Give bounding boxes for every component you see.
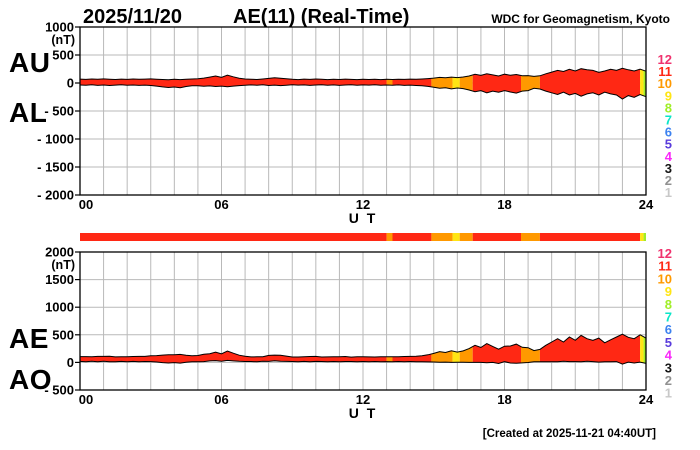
al-envelope-line (79, 84, 647, 100)
station-count-legend-label: 11 (658, 259, 672, 274)
stations-bar-segment (521, 233, 540, 241)
x-tick-label: 18 (497, 197, 511, 212)
band-segment (386, 356, 393, 362)
y-tick-label: 500 (52, 48, 74, 63)
station-count-legend-label: 9 (665, 88, 672, 103)
band-segment (640, 334, 644, 363)
stations-bar-segment (539, 233, 641, 241)
ao-series-label: AO (9, 364, 52, 395)
band-segment (80, 75, 387, 88)
x-tick-label: 24 (639, 392, 654, 407)
stations-bar-segment (643, 233, 646, 241)
y-tick-label: - 1500 (37, 160, 74, 175)
created-timestamp: [Created at 2025-11-21 04:40UT] (482, 428, 656, 440)
station-count-legend-label: 3 (665, 161, 672, 176)
source-label: WDC for Geomagnetism, Kyoto (491, 12, 670, 26)
y-tick-label: 0 (67, 355, 74, 370)
band-segment (386, 79, 393, 86)
station-count-legend-label: 4 (665, 348, 673, 363)
ao-envelope-line (79, 359, 647, 365)
band-segment (539, 68, 641, 99)
x-tick-label: 12 (356, 197, 370, 212)
ae-series-label: AE (9, 323, 49, 354)
band-segment (640, 69, 644, 96)
y-tick-label: 1000 (45, 300, 74, 315)
stations-bar-segment (459, 233, 473, 241)
station-count-legend-label: 5 (665, 137, 672, 152)
stations-bar (80, 233, 646, 241)
x-tick-label: 12 (356, 392, 370, 407)
page-title: AE(11) (Real-Time) (233, 6, 410, 28)
y-tick-label: 500 (52, 327, 74, 342)
al-series-label: AL (9, 97, 48, 128)
band-segment (472, 343, 521, 364)
stations-bar-segment (80, 233, 387, 241)
x-tick-label: 00 (79, 197, 93, 212)
station-count-legend-label: 11 (658, 64, 672, 79)
stations-bar-segment (392, 233, 432, 241)
x-tick-label: 06 (214, 197, 228, 212)
band-segment (459, 346, 473, 363)
panel-top: 1000 500 0 - 500 - 1000 - 1500 - 2000 (nT) 00 06 1… (37, 20, 673, 227)
station-count-legend-label: 6 (665, 125, 672, 140)
station-count-legend-label: 8 (665, 297, 672, 312)
stations-bar-segment (472, 233, 521, 241)
stations-bar-segment (452, 233, 460, 241)
y-tick-label: - 1000 (37, 132, 74, 147)
y-axis-unit-label: (nT) (51, 258, 75, 272)
band-segment (521, 75, 540, 92)
y-tick-label: - 2000 (37, 188, 74, 203)
band-segment (431, 350, 453, 363)
station-count-legend-label: 9 (665, 284, 672, 299)
x-tick-label: 06 (214, 392, 228, 407)
y-tick-label: 1000 (45, 20, 74, 35)
ae-envelope-line (80, 333, 647, 358)
stations-bar-segment (386, 233, 393, 241)
y-tick-label: - 500 (44, 383, 74, 398)
station-count-legend-label: 7 (665, 113, 672, 128)
station-count-legend-label: 3 (665, 360, 672, 375)
y-tick-label: 2000 (45, 245, 74, 260)
y-tick-label: 0 (67, 76, 74, 91)
y-axis-unit-label: (nT) (51, 33, 75, 47)
x-axis-label: U T (349, 405, 378, 421)
band-segment (431, 77, 453, 89)
station-count-legend-label: 10 (658, 271, 672, 286)
station-count-legend-label: 12 (658, 52, 672, 67)
band-segment (539, 334, 641, 365)
au-series-label: AU (9, 47, 51, 78)
station-count-legend-label: 10 (658, 76, 672, 91)
station-count-legend-label: 4 (665, 149, 673, 164)
stations-bar-segment (431, 233, 453, 241)
band-segment (452, 351, 460, 363)
x-tick-label: 00 (79, 392, 93, 407)
band-segment (80, 351, 387, 364)
station-count-legend-label: 5 (665, 335, 672, 350)
date-label: 2025/11/20 (83, 6, 182, 28)
x-tick-label: 18 (497, 392, 511, 407)
y-tick-label: 1500 (45, 272, 74, 287)
station-count-legend-label: 6 (665, 322, 672, 337)
band-segment (459, 75, 473, 91)
station-count-legend-label: 2 (665, 373, 672, 388)
station-count-legend-label: 12 (658, 246, 672, 261)
y-tick-label: - 500 (44, 104, 74, 119)
plot-frame (79, 251, 647, 391)
station-count-legend-label: 7 (665, 310, 672, 325)
station-count-legend-label: 8 (665, 100, 672, 115)
x-tick-label: 24 (639, 197, 654, 212)
band-segment (472, 73, 521, 94)
station-count-legend-label: 1 (665, 386, 672, 401)
band-segment (452, 77, 460, 89)
station-count-legend-label: 1 (665, 185, 672, 200)
au-envelope-line (79, 67, 647, 81)
station-count-legend-label: 2 (665, 173, 672, 188)
stations-bar-segment (640, 233, 644, 241)
x-axis-label: U T (349, 210, 378, 226)
